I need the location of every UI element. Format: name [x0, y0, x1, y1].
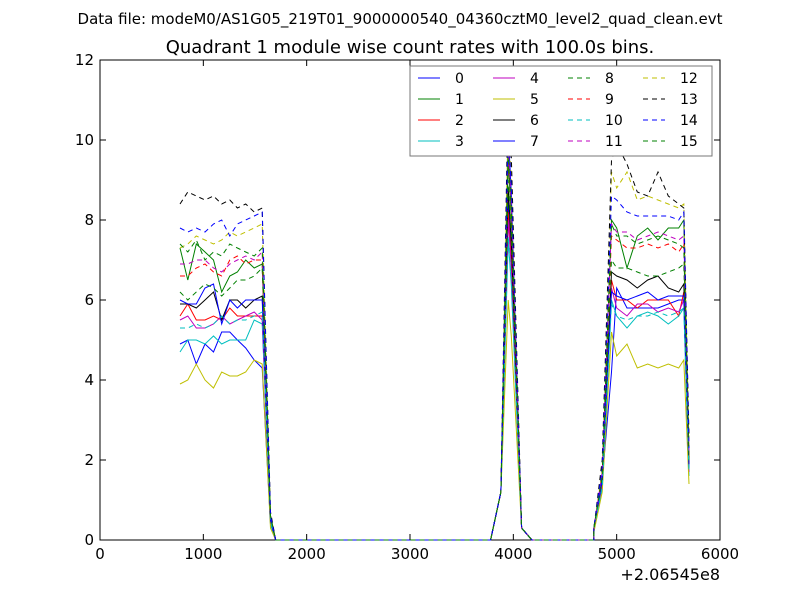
legend-label-7: 7 — [530, 134, 539, 150]
legend-label-4: 4 — [530, 71, 539, 87]
legend-label-1: 1 — [455, 92, 464, 108]
x-tick-label: 4000 — [494, 545, 532, 563]
y-tick-label: 2 — [84, 451, 94, 469]
y-tick-label: 10 — [75, 131, 94, 149]
legend-label-11: 11 — [605, 134, 623, 150]
legend-label-2: 2 — [455, 113, 464, 129]
legend-label-0: 0 — [455, 71, 464, 87]
x-tick-label: 2000 — [288, 545, 326, 563]
y-tick-label: 4 — [84, 371, 94, 389]
x-tick-label: 1000 — [184, 545, 222, 563]
x-tick-label: 5000 — [598, 545, 636, 563]
y-tick-label: 0 — [84, 531, 94, 549]
series-layer — [179, 87, 690, 541]
series-line-11 — [180, 143, 690, 541]
legend-label-12: 12 — [680, 71, 698, 87]
legend-label-8: 8 — [605, 71, 614, 87]
series-line-14 — [179, 123, 690, 541]
x-offset-label: +2.06545e8 — [620, 565, 720, 584]
series-line-9 — [180, 155, 690, 541]
legend-label-6: 6 — [530, 113, 539, 129]
legend-label-14: 14 — [680, 113, 698, 129]
legend-label-13: 13 — [680, 92, 698, 108]
legend-label-15: 15 — [680, 134, 698, 150]
y-tick-label: 6 — [84, 291, 94, 309]
series-line-15 — [179, 151, 690, 541]
y-tick-label: 12 — [75, 51, 94, 69]
legend-label-3: 3 — [455, 134, 464, 150]
legend-label-5: 5 — [530, 92, 539, 108]
legend-label-10: 10 — [605, 113, 623, 129]
x-tick-label: 3000 — [391, 545, 429, 563]
legend-label-9: 9 — [605, 92, 614, 108]
x-tick-label: 6000 — [701, 545, 739, 563]
x-tick-label: 0 — [95, 545, 105, 563]
chart-suptitle: Data file: modeM0/AS1G05_219T01_90000005… — [78, 10, 723, 29]
y-tick-label: 8 — [84, 211, 94, 229]
chart-title: Quadrant 1 module wise count rates with … — [166, 37, 655, 58]
